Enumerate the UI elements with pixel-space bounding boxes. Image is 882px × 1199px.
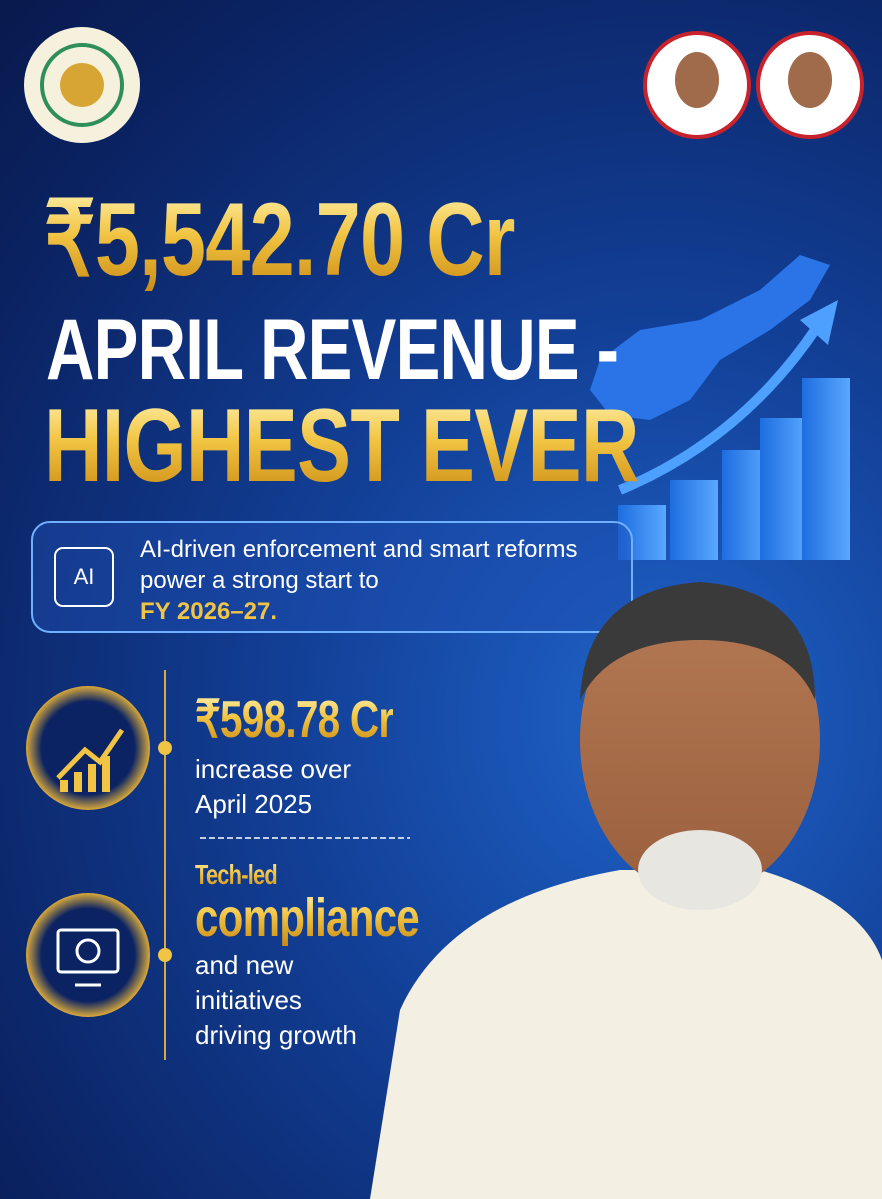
stat-emphasis-text: compliance [195,888,420,948]
highlight-text: AI-driven enforcement and smart reforms … [140,534,580,627]
monitor-icon [56,928,120,974]
stat-lead: Tech-led [195,858,300,892]
bar-icon [60,756,110,792]
state-map [590,255,830,420]
headline-line2-text: HIGHEST EVER [44,388,639,504]
stat-line: increase over [195,754,352,784]
headline-amount-text: ₹5,542.70 Cr [44,182,515,298]
headline-line2: HIGHEST EVER [44,392,806,500]
growth-bars [618,300,850,560]
logo-ring [40,43,124,127]
stat-lead-text: Tech-led [195,859,278,890]
stat-emphasis: compliance [195,890,482,946]
icon-circle [26,893,150,1017]
stat-text: increase over April 2025 [195,752,351,822]
ai-icon-label: AI [73,564,95,589]
stat-text: and new initiatives driving growth [195,948,357,1053]
stat-line: April 2025 [195,789,313,819]
stat-line: driving growth [195,1020,357,1050]
stat-amount-text: ₹598.78 Cr [195,691,394,749]
timeline-dot [158,948,172,962]
highlight-emphasis: FY 2026–27. [140,598,278,625]
highlight-body: AI-driven enforcement and smart reforms … [140,536,578,594]
stat-line: initiatives [195,985,302,1015]
highlight-box [31,521,633,633]
portrait-1-face [675,52,719,108]
headline-line1: APRIL REVENUE - [46,305,780,395]
logo-emblem [60,63,104,107]
stat-line: and new [195,950,294,980]
ai-chip [54,547,114,607]
main-portrait [370,582,882,1199]
portrait-2-face [788,52,832,108]
headline-amount: ₹5,542.70 Cr [44,185,647,295]
timeline-dot [158,741,172,755]
check-icon [75,938,101,964]
chart-icon [56,728,125,780]
icon-circle [26,686,150,810]
headline-line1-text: APRIL REVENUE - [46,302,619,398]
stat-amount: ₹598.78 Cr [195,692,449,748]
